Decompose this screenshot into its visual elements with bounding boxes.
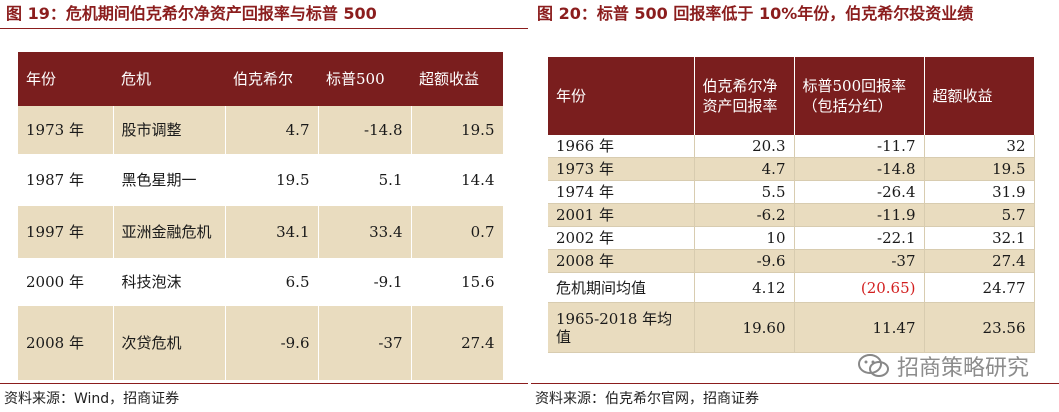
cell-year: 1987 年 bbox=[18, 154, 114, 206]
cell-crisis: 亚洲金融危机 bbox=[113, 206, 226, 258]
cell-excess: 31.9 bbox=[924, 180, 1035, 204]
cell-year: 1997 年 bbox=[18, 206, 114, 258]
cell-berkshire: 4.7 bbox=[694, 157, 795, 181]
cell-excess: 5.7 bbox=[924, 203, 1035, 227]
cell-sp500: -9.1 bbox=[318, 258, 412, 306]
table-header-row: 年份 危机 伯克希尔 标普500 超额收益 bbox=[18, 52, 503, 106]
source-note: 资料来源：Wind，招商证券 bbox=[4, 391, 180, 407]
cell-sp500: -37 bbox=[318, 306, 412, 380]
cell-berkshire: 34.1 bbox=[225, 206, 319, 258]
table-row: 2008 年 -9.6 -37 27.4 bbox=[548, 249, 1035, 273]
cell-year: 1965-2018 年均值 bbox=[548, 302, 695, 353]
cell-crisis: 科技泡沫 bbox=[113, 258, 226, 306]
source-note: 资料来源：伯克希尔官网，招商证券 bbox=[535, 391, 759, 407]
header-berkshire: 伯克希尔 bbox=[233, 70, 294, 88]
cell-year: 1973 年 bbox=[18, 106, 114, 154]
table-row: 1965-2018 年均值 19.60 11.47 23.56 bbox=[548, 302, 1035, 353]
cell-excess: 19.5 bbox=[924, 157, 1035, 181]
cell-year: 2001 年 bbox=[548, 203, 695, 227]
header-sp500-return: 标普500回报率（包括分红） bbox=[794, 57, 925, 135]
watermark: 招商策略研究 bbox=[857, 350, 1029, 382]
cell-berkshire: 19.5 bbox=[225, 154, 319, 206]
table-row: 1973 年 4.7 -14.8 19.5 bbox=[548, 157, 1035, 181]
cell-berkshire: 6.5 bbox=[225, 258, 319, 306]
cell-year: 1966 年 bbox=[548, 135, 695, 158]
cell-sp500: 5.1 bbox=[318, 154, 412, 206]
cell-year: 2000 年 bbox=[18, 258, 114, 306]
cell-excess: 27.4 bbox=[411, 306, 504, 380]
header-excess: 超额收益 bbox=[419, 70, 480, 88]
table-row: 1997 年 亚洲金融危机 34.1 33.4 0.7 bbox=[18, 206, 504, 258]
cell-year: 2008 年 bbox=[548, 249, 695, 273]
cell-excess: 24.77 bbox=[924, 272, 1035, 303]
header-excess: 超额收益 bbox=[924, 57, 1035, 135]
header-berkshire-return: 伯克希尔净资产回报率 bbox=[694, 57, 795, 135]
cell-berkshire: -9.6 bbox=[694, 249, 795, 273]
cell-sp500: -14.8 bbox=[794, 157, 925, 181]
cell-sp500: -37 bbox=[794, 249, 925, 273]
cell-year: 2002 年 bbox=[548, 226, 695, 250]
header-sp500: 标普500 bbox=[326, 70, 385, 88]
cell-excess: 32.1 bbox=[924, 226, 1035, 250]
left-figure-panel: 图 19：危机期间伯克希尔净资产回报率与标普 500 年份 危机 伯克希尔 标普… bbox=[0, 0, 528, 412]
cell-excess: 15.6 bbox=[411, 258, 504, 306]
cell-excess: 32 bbox=[924, 135, 1035, 158]
table-row: 2008 年 次贷危机 -9.6 -37 27.4 bbox=[18, 306, 504, 380]
header-crisis: 危机 bbox=[121, 70, 152, 88]
figure-20-title: 图 20：标普 500 回报率低于 10%年份，伯克希尔投资业绩 bbox=[537, 4, 974, 23]
cell-berkshire: 19.60 bbox=[694, 302, 795, 353]
crisis-returns-table: 年份 危机 伯克希尔 标普500 超额收益 1973 年 股市调整 4.7 -1… bbox=[18, 52, 504, 380]
cell-year: 2008 年 bbox=[18, 306, 114, 380]
wechat-icon bbox=[857, 354, 889, 377]
cell-crisis: 次贷危机 bbox=[113, 306, 226, 380]
cell-year: 危机期间均值 bbox=[548, 272, 695, 303]
cell-sp500: -26.4 bbox=[794, 180, 925, 204]
cell-excess: 19.5 bbox=[411, 106, 504, 154]
cell-year: 1973 年 bbox=[548, 157, 695, 181]
table-row: 1987 年 黑色星期一 19.5 5.1 14.4 bbox=[18, 154, 504, 206]
table-row: 2002 年 10 -22.1 32.1 bbox=[548, 226, 1035, 250]
cell-berkshire: 4.7 bbox=[225, 106, 319, 154]
table-row: 1974 年 5.5 -26.4 31.9 bbox=[548, 180, 1035, 204]
table-row: 2001 年 -6.2 -11.9 5.7 bbox=[548, 203, 1035, 227]
cell-excess: 14.4 bbox=[411, 154, 504, 206]
cell-crisis: 股市调整 bbox=[113, 106, 226, 154]
low-return-years-table: 年份 伯克希尔净资产回报率 标普500回报率（包括分红） 超额收益 1966 年… bbox=[548, 57, 1035, 353]
cell-sp500: -22.1 bbox=[794, 226, 925, 250]
bottom-rule bbox=[0, 383, 528, 384]
cell-excess: 0.7 bbox=[411, 206, 504, 258]
header-year: 年份 bbox=[26, 70, 57, 88]
cell-crisis: 黑色星期一 bbox=[113, 154, 226, 206]
cell-excess: 27.4 bbox=[924, 249, 1035, 273]
cell-berkshire: 20.3 bbox=[694, 135, 795, 158]
cell-sp500: 11.47 bbox=[794, 302, 925, 353]
cell-berkshire: -6.2 bbox=[694, 203, 795, 227]
cell-berkshire: 5.5 bbox=[694, 180, 795, 204]
cell-sp500: (20.65) bbox=[794, 272, 925, 303]
table-row: 危机期间均值 4.12 (20.65) 24.77 bbox=[548, 272, 1035, 303]
watermark-text: 招商策略研究 bbox=[896, 356, 1029, 381]
cell-sp500: -11.9 bbox=[794, 203, 925, 227]
figure-19-title: 图 19：危机期间伯克希尔净资产回报率与标普 500 bbox=[0, 0, 528, 29]
table-row: 1966 年 20.3 -11.7 32 bbox=[548, 135, 1035, 158]
table-row: 1973 年 股市调整 4.7 -14.8 19.5 bbox=[18, 106, 504, 154]
cell-berkshire: -9.6 bbox=[225, 306, 319, 380]
header-year: 年份 bbox=[548, 57, 695, 135]
cell-sp500: -14.8 bbox=[318, 106, 412, 154]
cell-berkshire: 4.12 bbox=[694, 272, 795, 303]
bottom-rule bbox=[531, 383, 1059, 384]
cell-sp500: 33.4 bbox=[318, 206, 412, 258]
cell-berkshire: 10 bbox=[694, 226, 795, 250]
cell-sp500: -11.7 bbox=[794, 135, 925, 158]
cell-year: 1974 年 bbox=[548, 180, 695, 204]
table-header-row: 年份 伯克希尔净资产回报率 标普500回报率（包括分红） 超额收益 bbox=[548, 57, 1035, 135]
right-figure-panel: 图 20：标普 500 回报率低于 10%年份，伯克希尔投资业绩 年份 伯克希尔… bbox=[531, 0, 1059, 412]
table-row: 2000 年 科技泡沫 6.5 -9.1 15.6 bbox=[18, 258, 504, 306]
cell-excess: 23.56 bbox=[924, 302, 1035, 353]
